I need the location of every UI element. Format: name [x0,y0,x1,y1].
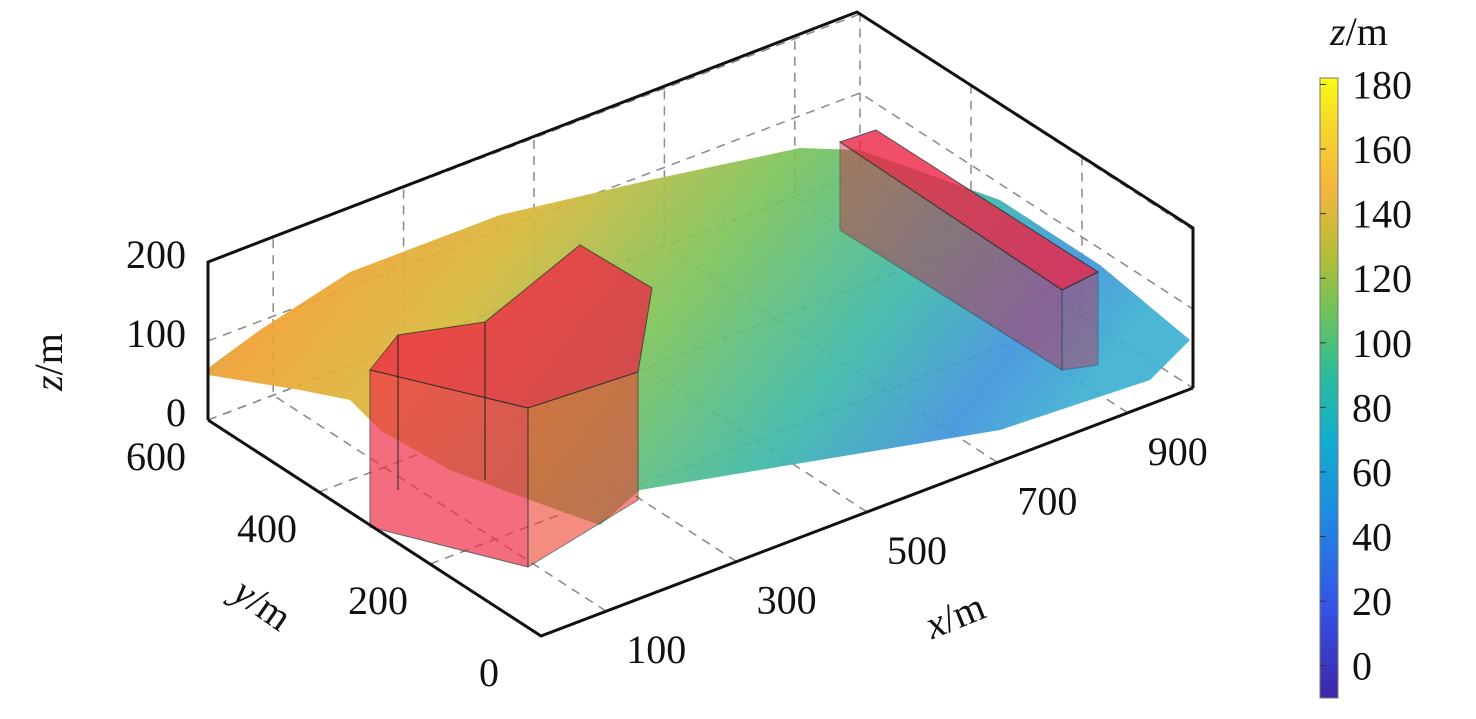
colorbar-tick-label: 120 [1352,256,1412,301]
x-tick-label: 100 [626,627,686,672]
y-tick-label: 400 [237,506,297,551]
x-tick-label: 500 [887,528,947,573]
x-axis-label: x/m [918,583,991,648]
x-tick-label: 700 [1017,478,1077,523]
x-tick-label: 900 [1148,429,1208,474]
colorbar-tick-label: 40 [1352,515,1392,560]
z-tick-label: 100 [126,311,186,356]
prism-2 [838,129,1100,371]
colorbar-tick-label: 60 [1352,450,1392,495]
prism-1 [369,244,653,568]
axes-box [206,10,1195,638]
colorbar-tick-label: 140 [1352,192,1412,237]
y-tick-label: 200 [348,578,408,623]
z-tick-label: 0 [166,390,186,435]
colorbar [1319,77,1339,699]
colorbar-tick-label: 180 [1352,62,1412,107]
colorbar-label: z/m [1329,9,1388,54]
x-tick-label: 300 [757,578,817,623]
colorbar-tick-label: 80 [1352,385,1392,430]
z-tick-label: 200 [126,232,186,277]
y-tick-label: 600 [126,434,186,479]
colorbar-tick-label: 0 [1352,644,1372,689]
y-axis-label: y/m [222,566,300,640]
z-axis-label: z/m [26,333,71,392]
colorbar-tick-label: 160 [1352,127,1412,172]
colorbar-tick-label: 20 [1352,579,1392,624]
y-tick-label: 0 [479,650,499,695]
colorbar-tick-label: 100 [1352,321,1412,366]
